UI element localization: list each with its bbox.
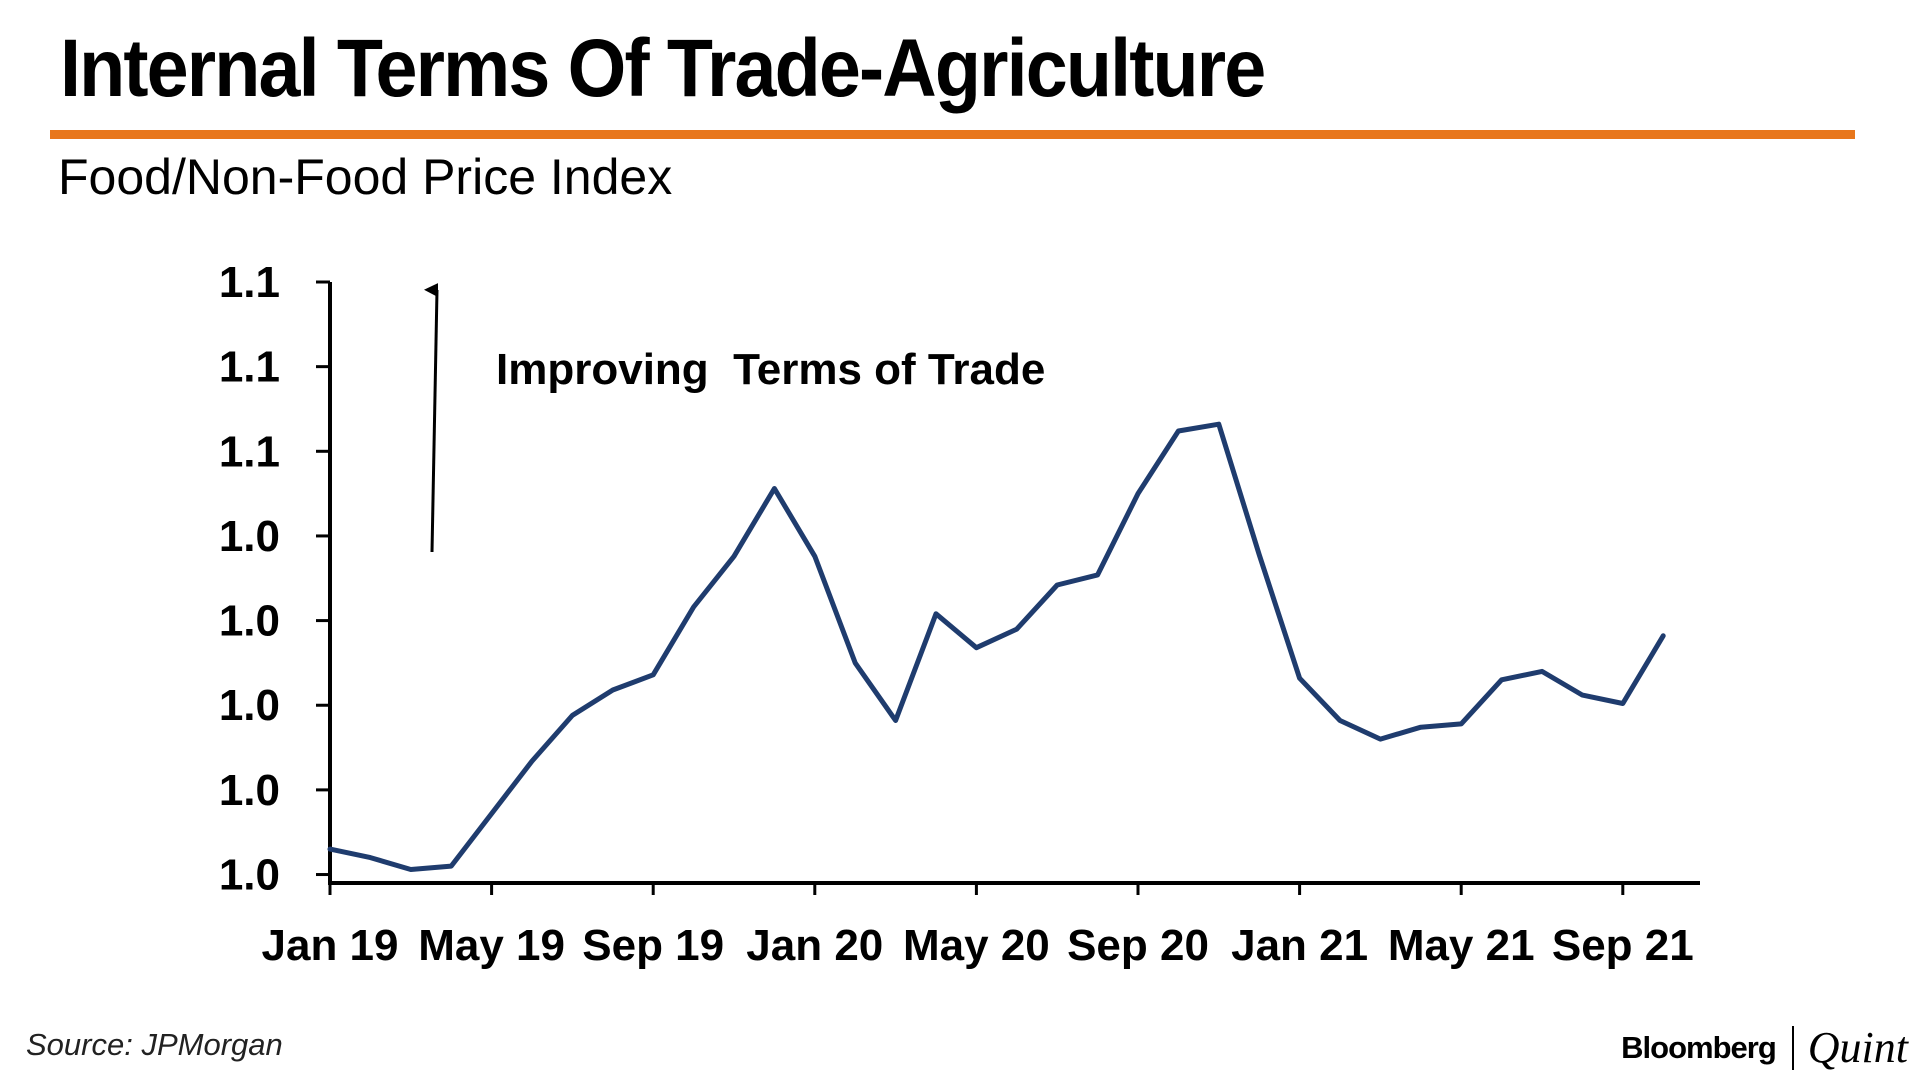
x-tick-label: Sep 20 [1067, 921, 1209, 970]
y-tick-label: 1.0 [219, 681, 280, 730]
y-tick-label: 1.1 [219, 258, 280, 307]
y-tick-label: 1.0 [219, 766, 280, 815]
logo-bloomberg: Bloomberg [1621, 1029, 1777, 1065]
title-underline [50, 130, 1855, 139]
x-tick-label: May 21 [1388, 921, 1535, 970]
logo-divider [1791, 1025, 1794, 1070]
logo-quint: Quint [1807, 1023, 1908, 1072]
chart-subtitle: Food/Non-Food Price Index [58, 149, 673, 205]
source-note: Source: JPMorgan [26, 1027, 283, 1062]
x-tick-label: May 20 [903, 921, 1050, 970]
brand-logo: Bloomberg Quint [1621, 1022, 1908, 1073]
annotation-text: Improving Terms of Trade [496, 345, 1045, 394]
y-tick-label: 1.1 [219, 343, 280, 392]
y-tick-label: 1.0 [219, 597, 280, 646]
y-tick-label: 1.0 [219, 512, 280, 561]
x-tick-label: Jan 21 [1231, 921, 1368, 970]
annotation-arrow [424, 283, 439, 553]
x-tick-label: Sep 21 [1552, 921, 1694, 970]
y-tick-label: 1.0 [219, 851, 280, 900]
chart-title: Internal Terms Of Trade-Agriculture [60, 23, 1266, 114]
x-tick-label: May 19 [418, 921, 565, 970]
x-tick-label: Jan 20 [746, 921, 883, 970]
x-tick-label: Jan 19 [262, 921, 399, 970]
x-tick-label: Sep 19 [582, 921, 724, 970]
series-line [327, 421, 1666, 872]
y-tick-label: 1.1 [219, 427, 280, 476]
